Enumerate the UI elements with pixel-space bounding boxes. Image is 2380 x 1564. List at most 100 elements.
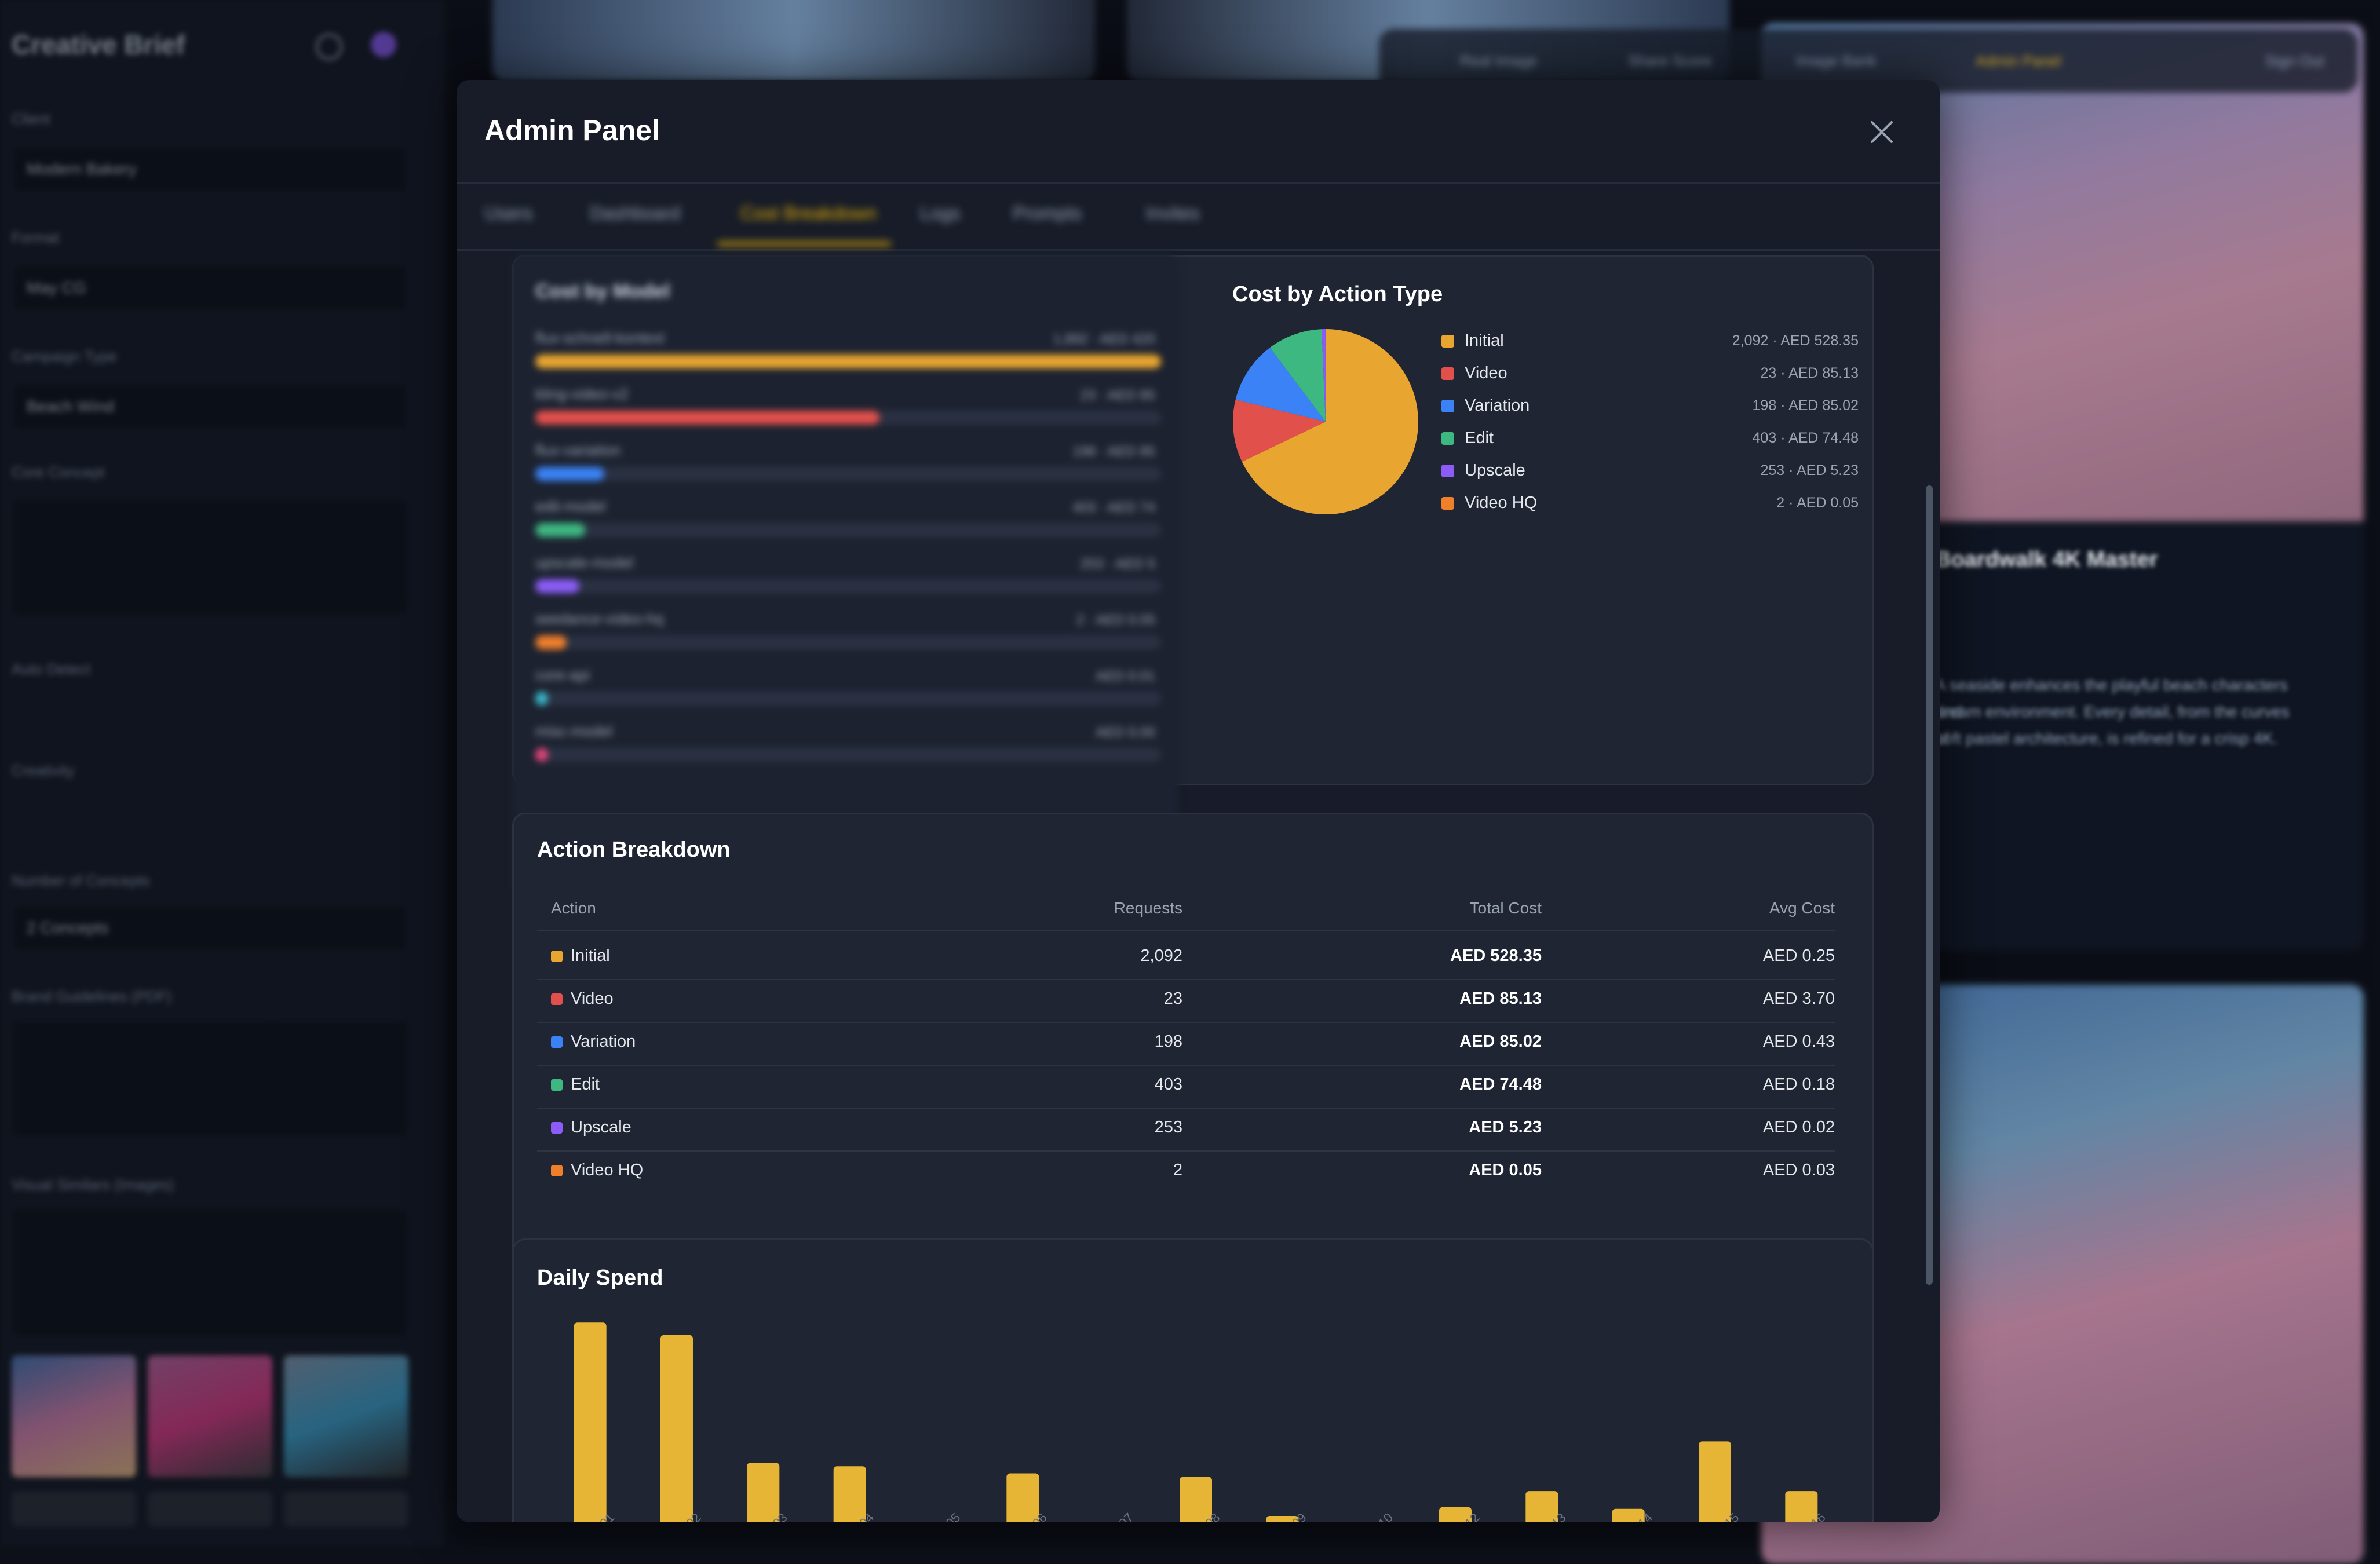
- action-total-cost: AED 528.35: [1450, 947, 1542, 966]
- action-avg-cost: AED 0.02: [1763, 1118, 1835, 1137]
- background-card-text: soft pastel architecture, is refined for…: [1935, 725, 2306, 752]
- action-total-cost: AED 74.48: [1459, 1075, 1542, 1094]
- model-bar: [535, 355, 1161, 368]
- action-name: Initial: [571, 947, 610, 966]
- model-bar-track: [535, 635, 1161, 649]
- legend-swatch: [1441, 400, 1454, 412]
- legend-swatch: [1441, 465, 1454, 477]
- thumbnail: [284, 1355, 408, 1477]
- concepts-label: Number of Concepts: [12, 872, 149, 890]
- model-row-value: AED 0.01: [1096, 668, 1155, 685]
- model-row-label: flux-schnell-kontext: [535, 329, 665, 347]
- tab-prompts[interactable]: Prompts: [1013, 203, 1082, 224]
- action-requests: 253: [1155, 1118, 1182, 1137]
- action-name: Edit: [571, 1075, 600, 1094]
- tab-invites[interactable]: Invites: [1146, 203, 1199, 224]
- model-bar: [535, 467, 604, 481]
- model-bar-track: [535, 523, 1161, 537]
- topbar-item: Image Bank: [1796, 52, 1877, 70]
- action-color-swatch: [551, 1079, 563, 1091]
- legend-item: Upscale 253 · AED 5.23: [1441, 459, 1859, 482]
- daily-spend-bar[interactable]: [574, 1322, 607, 1522]
- core-concept-box: [12, 498, 408, 616]
- avatar: [371, 32, 396, 57]
- concepts-field: 2 Concepts: [12, 904, 408, 952]
- modal-title: Admin Panel: [484, 114, 660, 147]
- daily-spend-bar[interactable]: [747, 1463, 779, 1522]
- action-color-swatch: [551, 951, 563, 962]
- tab-cost-breakdown[interactable]: Cost Breakdown: [740, 203, 877, 224]
- format-field: May CG: [12, 264, 408, 312]
- legend-swatch: [1441, 367, 1454, 380]
- model-row-label: seedance-video-hq: [535, 610, 663, 628]
- legend-swatch: [1441, 497, 1454, 510]
- action-requests: 2,092: [1140, 947, 1182, 966]
- campaign-type-label: Campaign Type: [12, 348, 117, 366]
- active-tab-indicator: [717, 242, 891, 246]
- daily-spend-bar[interactable]: [1699, 1441, 1731, 1522]
- model-row-value: 2 · AED 0.05: [1076, 612, 1155, 628]
- x-tick-label: 04/07: [1104, 1510, 1137, 1522]
- x-tick-label: 04/05: [930, 1510, 963, 1522]
- thumbnail: [148, 1492, 272, 1526]
- topbar-item: Share Score: [1628, 52, 1712, 70]
- action-total-cost: AED 85.13: [1459, 989, 1542, 1008]
- model-bar-track: [535, 748, 1161, 762]
- legend-value: 403 · AED 74.48: [1753, 430, 1859, 447]
- model-bar: [535, 411, 879, 425]
- action-color-swatch: [551, 993, 563, 1005]
- daily-spend-bar[interactable]: [834, 1466, 866, 1522]
- legend-label: Video HQ: [1465, 494, 1537, 513]
- model-row-label: misc-model: [535, 722, 612, 740]
- action-avg-cost: AED 0.43: [1763, 1032, 1835, 1051]
- table-divider: [537, 979, 1835, 980]
- thumbnail: [12, 1492, 136, 1526]
- action-avg-cost: AED 0.18: [1763, 1075, 1835, 1094]
- campaign-type-field: Beach Wind: [12, 382, 408, 431]
- legend-swatch: [1441, 335, 1454, 348]
- legend-value: 2,092 · AED 528.35: [1732, 332, 1859, 349]
- close-icon[interactable]: [1869, 119, 1894, 145]
- model-bar: [535, 748, 548, 762]
- action-requests: 403: [1155, 1075, 1182, 1094]
- tab-users[interactable]: Users: [484, 203, 533, 224]
- action-avg-cost: AED 0.25: [1763, 947, 1835, 966]
- daily-spend-bar-chart: 04/0104/0204/0304/0404/0504/0604/0704/08…: [512, 1238, 1870, 1522]
- admin-panel-modal: Admin Panel Users Dashboard Cost Breakdo…: [457, 80, 1940, 1522]
- action-total-cost: AED 5.23: [1469, 1118, 1542, 1137]
- legend-label: Video: [1465, 364, 1507, 383]
- table-divider: [537, 1150, 1835, 1152]
- action-color-swatch: [551, 1036, 563, 1048]
- tab-bar: Users Dashboard Cost Breakdown Logs Prom…: [457, 182, 1940, 251]
- model-row-label: upscale-model: [535, 554, 633, 572]
- tab-dashboard[interactable]: Dashboard: [590, 203, 681, 224]
- background-sidebar: Creative Brief Client Modern Bakery Form…: [0, 0, 446, 1547]
- pie-chart-title: Cost by Action Type: [1232, 282, 1443, 307]
- format-label: Format: [12, 229, 59, 247]
- topbar-item: Sign Out: [2265, 52, 2324, 70]
- action-total-cost: AED 0.05: [1469, 1161, 1542, 1180]
- scrollbar[interactable]: [1926, 485, 1933, 1285]
- daily-spend-bar[interactable]: [660, 1335, 693, 1522]
- tab-logs[interactable]: Logs: [920, 203, 960, 224]
- action-total-cost: AED 85.02: [1459, 1032, 1542, 1051]
- legend-value: 253 · AED 5.23: [1760, 462, 1859, 479]
- column-header-avg-cost: Avg Cost: [1769, 899, 1835, 918]
- thumbnail: [12, 1355, 136, 1477]
- action-name: Upscale: [571, 1118, 631, 1137]
- model-row-value: 198 · AED 85: [1072, 444, 1155, 460]
- auto-detect-label: Auto Detect: [12, 660, 90, 678]
- cost-by-model-title: Cost by Model: [535, 280, 670, 303]
- action-name: Variation: [571, 1032, 636, 1051]
- model-row-value: 23 · AED 85: [1081, 388, 1155, 404]
- legend-label: Upscale: [1465, 461, 1525, 480]
- model-bar: [535, 635, 567, 649]
- table-divider: [537, 930, 1835, 931]
- model-bar-track: [535, 467, 1161, 481]
- thumbnail: [284, 1492, 408, 1526]
- action-requests: 23: [1164, 989, 1182, 1008]
